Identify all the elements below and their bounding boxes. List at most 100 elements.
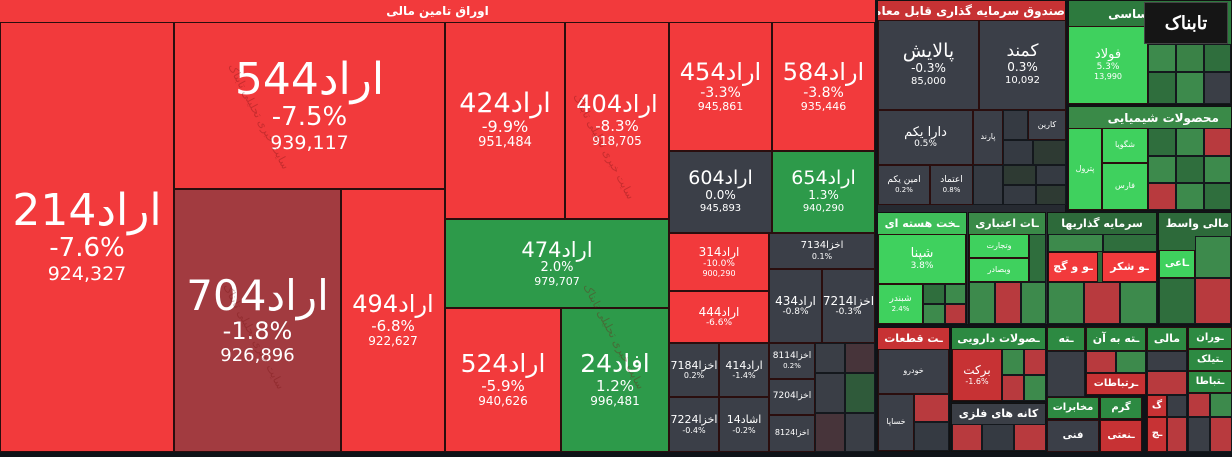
tile-arad214[interactable]: اراد214 -7.6% 924,327 (0, 22, 174, 452)
mini-tile[interactable] (914, 422, 949, 451)
mini-tile[interactable] (1036, 165, 1066, 185)
tile-arad544[interactable]: اراد544 -7.5% 939,117 (174, 22, 445, 189)
tile-arad604[interactable]: اراد604 0.0% 945,893 (669, 151, 772, 233)
tile-arad424[interactable]: اراد424 -9.9% 951,484 (445, 22, 565, 219)
tile-arad494[interactable]: اراد494 -6.8% 922,627 (341, 189, 445, 452)
tile-fani[interactable]: فنی (1047, 420, 1099, 452)
tile-shegoya[interactable]: شگویا (1102, 128, 1148, 163)
mini-tile[interactable] (1003, 140, 1033, 165)
mini-tile[interactable] (1176, 156, 1204, 183)
mini-tile[interactable] (1002, 349, 1024, 375)
mini-tile[interactable] (1176, 183, 1204, 210)
tile-eaai[interactable]: ـاعی (1159, 250, 1195, 278)
tile-mokhaberat[interactable]: مخابرات (1047, 397, 1099, 419)
mini-tile[interactable] (1120, 282, 1157, 324)
mini-tile[interactable] (1029, 234, 1046, 282)
mini-tile[interactable] (1024, 349, 1046, 375)
mini-tile[interactable] (1103, 234, 1157, 252)
mini-tile[interactable] (1003, 185, 1036, 205)
tile-beteaan[interactable]: ـته به آن (1086, 327, 1146, 351)
mini-tile[interactable] (1148, 72, 1176, 104)
mini-tile[interactable] (1147, 351, 1187, 371)
tile-vtejarat[interactable]: وتجارت (969, 234, 1029, 258)
mini-tile[interactable] (1147, 371, 1187, 395)
mini-tile[interactable] (945, 284, 966, 304)
tile-akhza8124[interactable]: اخزا8124 (769, 415, 815, 452)
tile-arad454[interactable]: اراد454 -3.3% 945,861 (669, 22, 772, 151)
mini-tile[interactable] (815, 373, 845, 413)
mini-tile[interactable] (1176, 44, 1204, 72)
tile-ashad14[interactable]: اشاد14 -0.2% (719, 397, 769, 452)
mini-tile[interactable] (1167, 395, 1187, 417)
mini-tile[interactable] (923, 284, 945, 304)
mini-tile[interactable] (1021, 282, 1046, 324)
mini-tile[interactable] (982, 424, 1014, 451)
mini-tile[interactable] (1148, 44, 1176, 72)
tile-garm[interactable]: گرم (1100, 397, 1142, 419)
mini-tile[interactable] (1176, 128, 1204, 156)
tile-akhza7224[interactable]: اخزا7224 -0.4% (669, 397, 719, 452)
tile-akhza7134[interactable]: اخزا7134 0.1% (769, 233, 875, 269)
tile-arad434[interactable]: اراد434 -0.8% (769, 269, 822, 343)
mini-tile[interactable] (815, 413, 845, 452)
tile-khodro[interactable]: خودرو (878, 349, 949, 394)
mini-tile[interactable] (973, 165, 1003, 205)
tile-g[interactable]: گ (1147, 395, 1167, 417)
tile-parand[interactable]: پارند (973, 110, 1003, 165)
mini-tile[interactable] (1210, 393, 1232, 417)
tile-akhza7184[interactable]: اخزا7184 0.2% (669, 343, 719, 397)
tile-foolad[interactable]: فولاد 5.3% 13,990 (1068, 26, 1148, 104)
mini-tile[interactable] (945, 304, 966, 324)
mini-tile[interactable] (845, 413, 875, 452)
mini-tile[interactable] (1188, 393, 1210, 417)
tile-oshekar[interactable]: ـو شکر (1102, 252, 1157, 282)
tile-arad314[interactable]: اراد314 -10.0% 900,290 (669, 233, 769, 291)
mini-tile[interactable] (1084, 282, 1120, 324)
mini-tile[interactable] (1204, 44, 1231, 72)
tile-arad474[interactable]: اراد474 2.0% 979,707 (445, 219, 669, 308)
tile-shina[interactable]: شپنا 3.8% (878, 234, 966, 284)
tile-shbandar[interactable]: شبندر 2.4% (878, 284, 923, 324)
tile-ch[interactable]: ـچ (1147, 417, 1167, 452)
tile-fars[interactable]: فارس (1102, 163, 1148, 210)
tile-palayesh[interactable]: پالایش -0.3% 85,000 (878, 20, 979, 110)
tile-ooran[interactable]: ـوران (1188, 327, 1232, 349)
mini-tile[interactable] (923, 304, 945, 324)
tile-arad654[interactable]: اراد654 1.3% 940,290 (772, 151, 875, 233)
mini-tile[interactable] (1204, 128, 1231, 156)
mini-tile[interactable] (1002, 375, 1024, 401)
tile-teelik[interactable]: ـتیلک (1188, 349, 1232, 371)
mini-tile[interactable] (1048, 282, 1084, 324)
mini-tile[interactable] (1033, 140, 1066, 165)
tile-arad584[interactable]: اراد584 -3.8% 935,446 (772, 22, 875, 151)
mini-tile[interactable] (1195, 236, 1231, 278)
tile-etebarat[interactable]: ـتباطا (1188, 371, 1232, 393)
mini-tile[interactable] (1014, 424, 1046, 451)
mini-tile[interactable] (845, 343, 875, 373)
mini-tile[interactable] (1204, 156, 1231, 183)
mini-tile[interactable] (1116, 351, 1146, 373)
tile-darayekom[interactable]: دارا یکم 0.5% (878, 110, 973, 165)
mini-tile[interactable] (1024, 375, 1046, 401)
tile-afad24[interactable]: افاد24 1.2% 996,481 (561, 308, 669, 452)
tile-arad524[interactable]: اراد524 -5.9% 940,626 (445, 308, 561, 452)
tile-arad404[interactable]: اراد404 -8.3% 918,705 (565, 22, 669, 219)
mini-tile[interactable] (952, 424, 982, 451)
tile-irtebatat[interactable]: ـرتباطات (1086, 373, 1146, 395)
tile-sanati[interactable]: ـنعتی (1100, 420, 1142, 452)
mini-tile[interactable] (995, 282, 1021, 324)
tile-akhza8114[interactable]: اخزا8114 0.2% (769, 343, 815, 379)
mini-tile[interactable] (1204, 72, 1231, 104)
tile-etemad[interactable]: اعتماد 0.8% (930, 165, 973, 205)
tile-kamand[interactable]: کمند 0.3% 10,092 (979, 20, 1066, 110)
tile-mali[interactable]: مالی (1147, 327, 1187, 351)
mini-tile[interactable] (914, 394, 949, 422)
mini-tile[interactable] (1148, 128, 1176, 156)
mini-tile[interactable] (1210, 417, 1232, 452)
tile-arad444[interactable]: اراد444 -6.6% (669, 291, 769, 343)
mini-tile[interactable] (815, 343, 845, 373)
tile-khsapa[interactable]: خساپا (878, 394, 914, 451)
mini-tile[interactable] (1188, 417, 1210, 452)
mini-tile[interactable] (1036, 185, 1066, 205)
tile-barekat[interactable]: برکت -1.6% (952, 349, 1002, 401)
